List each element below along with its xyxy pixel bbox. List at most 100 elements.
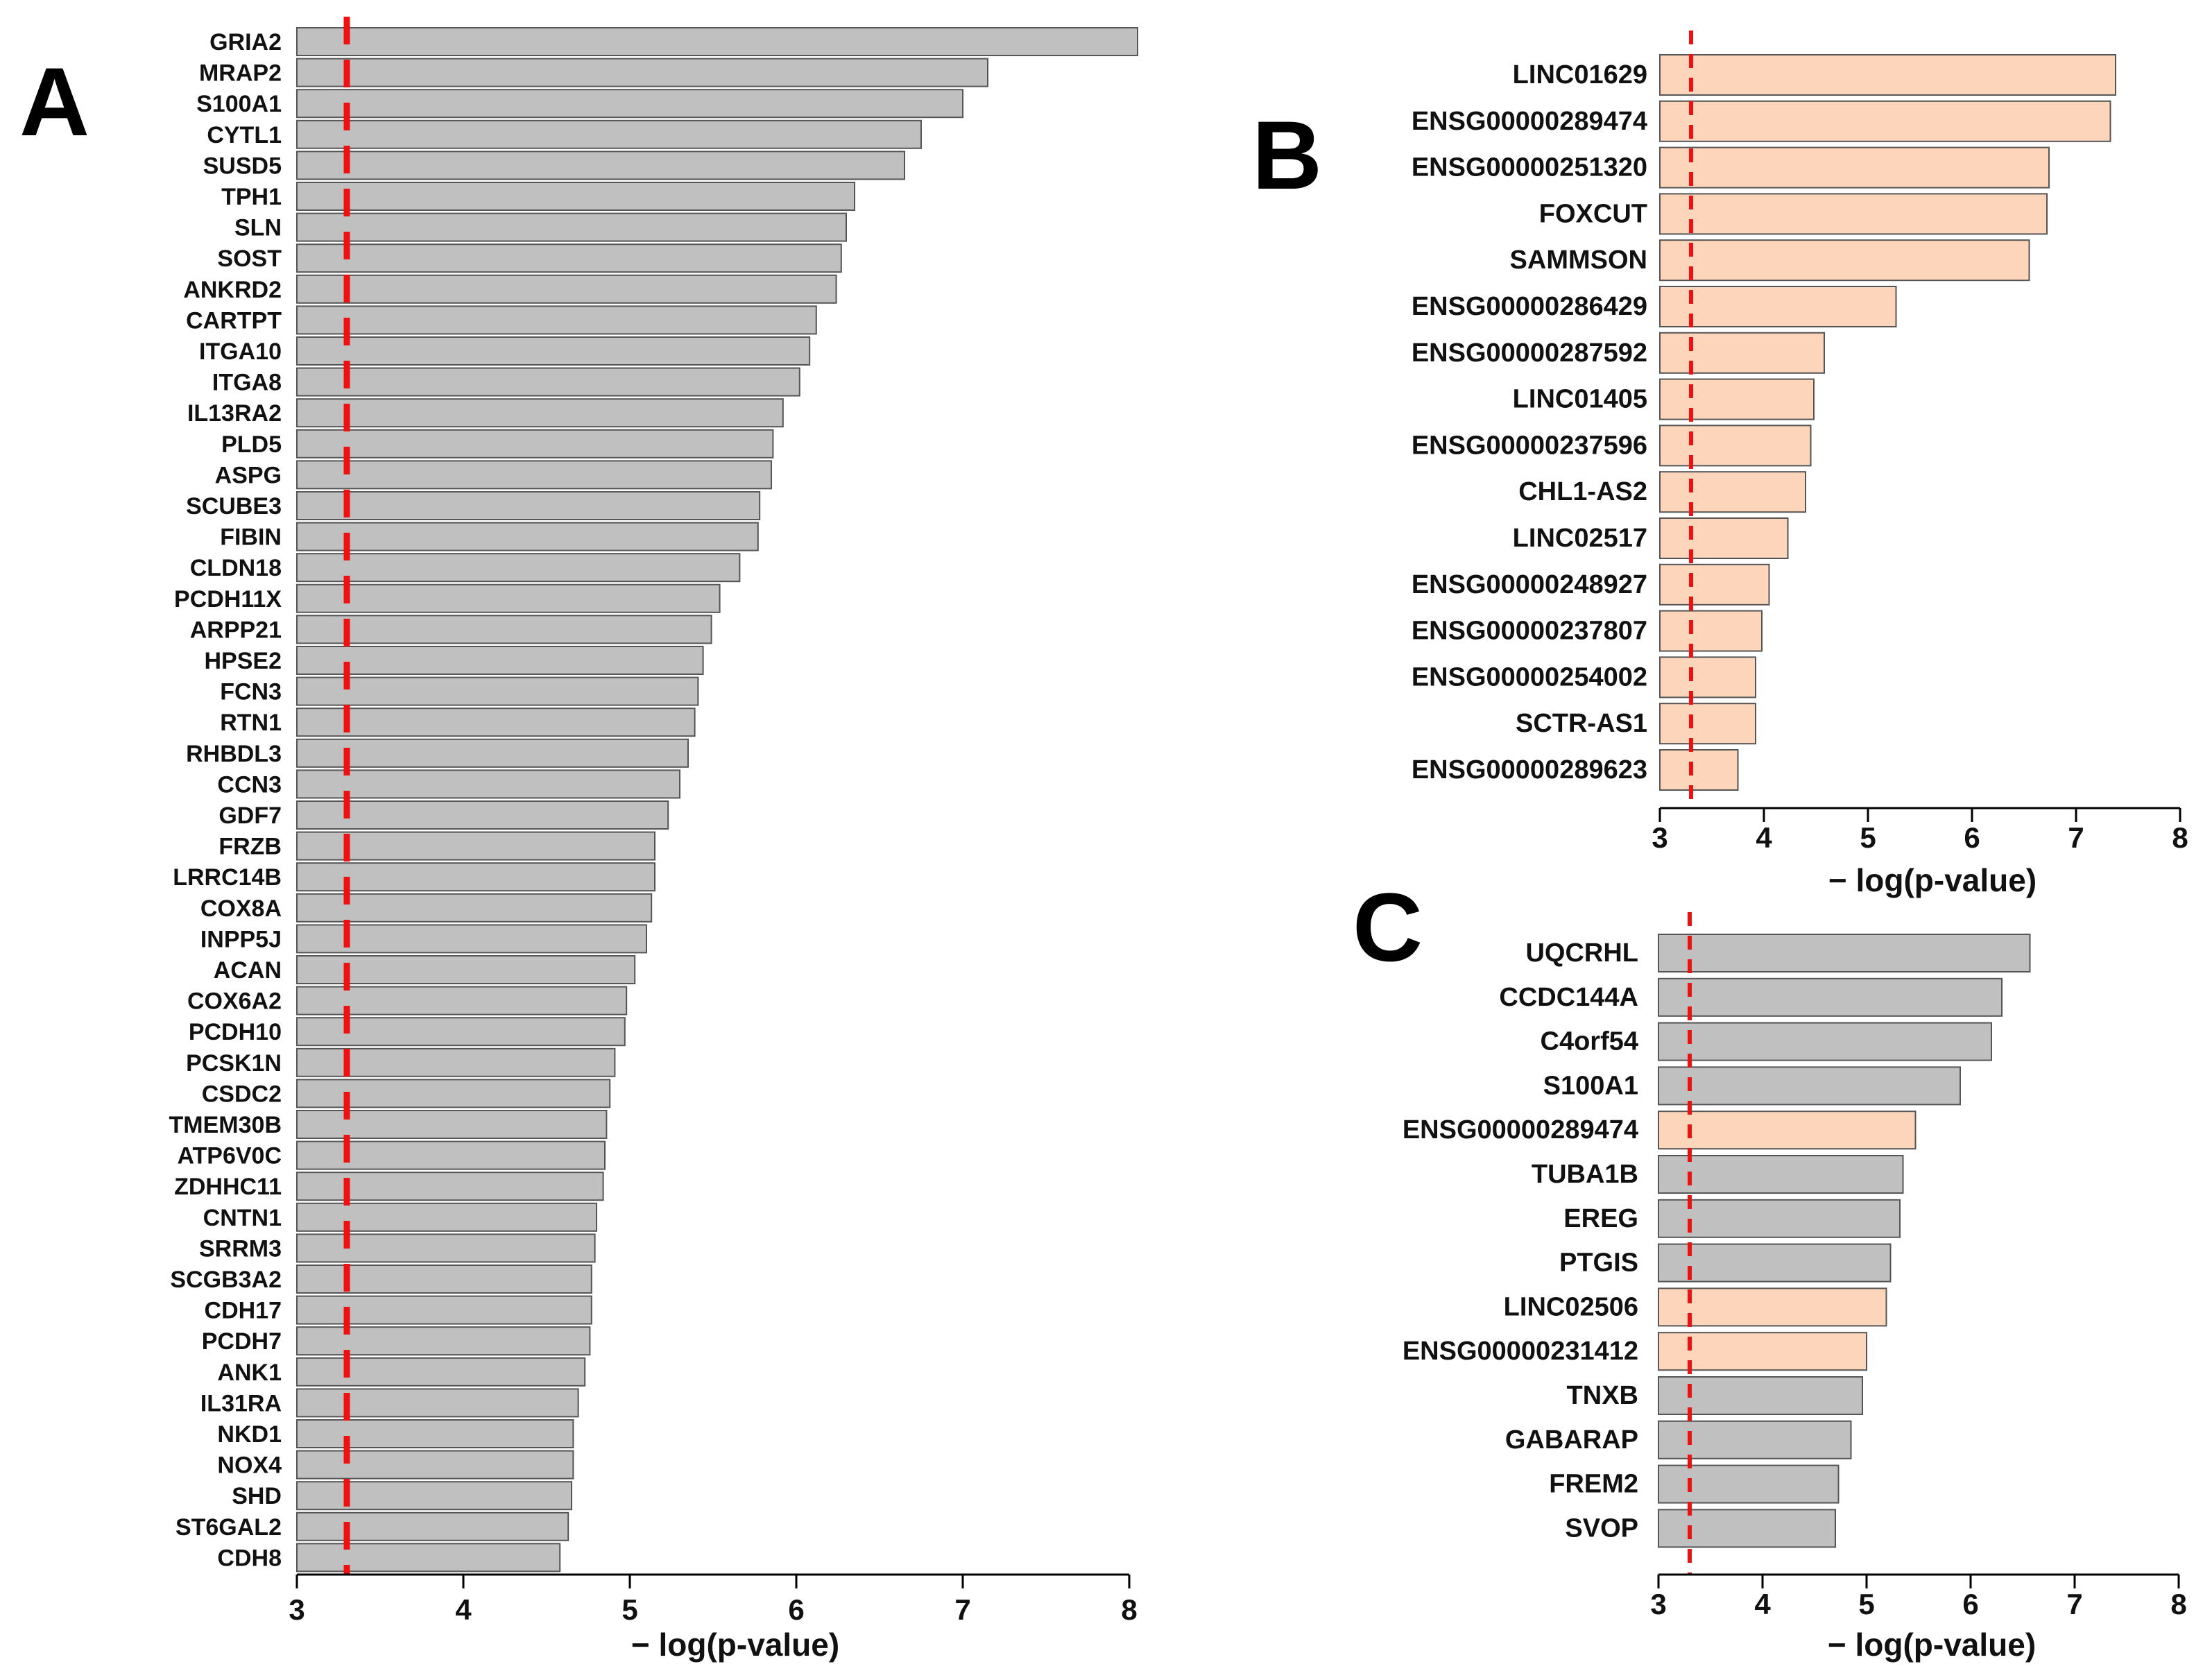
bar-label-ensg00000237807: ENSG00000237807 xyxy=(1412,617,1647,646)
bar-ensg00000287592 xyxy=(1659,332,1825,374)
bar-aspg xyxy=(296,460,772,490)
x-tick-label-a-7: 7 xyxy=(954,1593,970,1626)
bar-cdh17 xyxy=(296,1295,592,1325)
bar-susd5 xyxy=(296,151,905,180)
bar-label-svop: SVOP xyxy=(1565,1514,1638,1543)
bar-frzb xyxy=(296,831,655,861)
bar-label-foxcut: FOXCUT xyxy=(1539,199,1647,228)
bar-label-ccn3: CCN3 xyxy=(217,771,282,798)
x-tick-label-a-6: 6 xyxy=(788,1593,804,1626)
bar-ensg00000237807 xyxy=(1659,610,1763,652)
bar-label-il31ra: IL31RA xyxy=(200,1390,282,1416)
bar-gdf7 xyxy=(296,800,669,830)
bar-label-nox4: NOX4 xyxy=(217,1452,282,1479)
x-tick-label-a-4: 4 xyxy=(455,1593,472,1626)
bar-label-ank1: ANK1 xyxy=(217,1360,282,1386)
bar-label-cartpt: CARTPT xyxy=(186,307,282,334)
bar-label-ptgis: PTGIS xyxy=(1559,1249,1638,1278)
bar-label-cytl1: CYTL1 xyxy=(207,122,282,148)
bar-label-sctr-as1: SCTR-AS1 xyxy=(1516,709,1647,738)
bar-label-itga10: ITGA10 xyxy=(199,338,282,365)
bar-ensg00000289623 xyxy=(1659,749,1739,791)
bar-cox6a2 xyxy=(296,986,628,1015)
bar-pld5 xyxy=(296,429,774,458)
bar-label-rtn1: RTN1 xyxy=(220,710,282,736)
x-tick-label-b-5: 5 xyxy=(1860,821,1876,854)
bar-scube3 xyxy=(296,491,761,520)
bar-ereg xyxy=(1658,1199,1901,1238)
bar-ensg00000286429 xyxy=(1659,286,1897,327)
bar-label-ccdc144a: CCDC144A xyxy=(1499,983,1638,1012)
bar-label-linc02517: LINC02517 xyxy=(1513,524,1647,553)
panel-a-gene-labels: GRIA2 MRAP2 S100A1 CYTL1 SUSD5 TPH1 SLN SOST ANK… xyxy=(169,29,282,1571)
panel-c-bars xyxy=(1658,934,2031,1548)
bar-pcdh10 xyxy=(296,1017,626,1047)
bar-tnxb xyxy=(1658,1376,1863,1415)
bar-c4orf54 xyxy=(1658,1022,1992,1061)
bar-ensg00000289474 xyxy=(1659,100,2111,142)
bar-mrap2 xyxy=(296,58,988,87)
bar-ensg00000251320 xyxy=(1659,146,2050,189)
bar-label-tph1: TPH1 xyxy=(221,184,282,210)
bar-ensg00000289474 xyxy=(1658,1111,1917,1150)
bar-ccn3 xyxy=(296,769,680,799)
bar-rtn1 xyxy=(296,708,696,737)
bar-foxcut xyxy=(1659,193,2048,235)
bar-label-pcsk1n: PCSK1N xyxy=(186,1050,282,1077)
bar-label-sost: SOST xyxy=(217,246,282,272)
bar-hpse2 xyxy=(296,646,704,675)
panel-c-x-axis-label: − log(p-value) xyxy=(1828,1627,2036,1663)
bar-label-frzb: FRZB xyxy=(218,834,282,860)
panel-b-letter: B xyxy=(1252,101,1322,209)
bar-label-ensg00000237596: ENSG00000237596 xyxy=(1412,431,1647,460)
bar-label-cldn18: CLDN18 xyxy=(190,555,282,581)
bar-itga10 xyxy=(296,336,811,366)
bar-label-cox6a2: COX6A2 xyxy=(187,988,282,1015)
x-tick-label-c-4: 4 xyxy=(1754,1588,1771,1620)
x-tick-label-b-6: 6 xyxy=(1964,821,1980,854)
bar-label-aspg: ASPG xyxy=(215,462,282,488)
bar-label-csdc2: CSDC2 xyxy=(202,1081,282,1107)
bar-label-pcdh7: PCDH7 xyxy=(202,1328,282,1355)
bar-ptgis xyxy=(1658,1243,1892,1283)
bar-label-tnxb: TNXB xyxy=(1567,1381,1638,1410)
bar-label-cdh8: CDH8 xyxy=(217,1545,282,1571)
bar-label-cntn1: CNTN1 xyxy=(203,1205,282,1231)
bar-acan xyxy=(296,955,636,984)
bar-ensg00000237596 xyxy=(1659,425,1812,467)
x-tick-label-b-8: 8 xyxy=(2172,821,2188,854)
bar-gria2 xyxy=(296,27,1138,56)
bar-zdhhc11 xyxy=(296,1172,604,1201)
bar-label-frem2: FREM2 xyxy=(1549,1470,1638,1499)
bar-frem2 xyxy=(1658,1464,1840,1504)
bar-label-ensg00000289474: ENSG00000289474 xyxy=(1403,1115,1638,1145)
bar-label-acan: ACAN xyxy=(214,957,282,984)
bar-cytl1 xyxy=(296,119,922,149)
bar-label-il13ra2: IL13RA2 xyxy=(187,400,282,427)
bar-label-st6gal2: ST6GAL2 xyxy=(175,1514,282,1541)
bar-nox4 xyxy=(296,1450,574,1480)
bar-sammson xyxy=(1659,239,2030,282)
bar-sctr-as1 xyxy=(1659,703,1756,745)
bar-rhbdl3 xyxy=(296,738,689,768)
bar-label-shd: SHD xyxy=(232,1483,282,1509)
panel-c-gene-labels: UQCRHL CCDC144A C4orf54 S100A1 ENSG000002894… xyxy=(1403,938,1638,1543)
x-tick-label-a-3: 3 xyxy=(289,1593,305,1626)
bar-il13ra2 xyxy=(296,398,784,428)
bar-uqcrhl xyxy=(1658,934,2031,972)
panel-b-gene-labels: LINC01629 ENSG00000289474 ENSG00000251320 F… xyxy=(1412,60,1647,785)
bar-inpp5j xyxy=(296,924,647,954)
bar-svop xyxy=(1658,1509,1836,1548)
panel-a-letter: A xyxy=(19,47,89,156)
bar-il31ra xyxy=(296,1388,579,1418)
bar-cdh8 xyxy=(296,1543,561,1572)
bar-ensg00000254002 xyxy=(1659,656,1756,698)
bar-label-arpp21: ARPP21 xyxy=(190,617,282,643)
bar-label-ensg00000289474: ENSG00000289474 xyxy=(1412,107,1647,136)
bar-label-zdhhc11: ZDHHC11 xyxy=(174,1174,282,1200)
bar-s100a1 xyxy=(1658,1066,1961,1106)
bar-label-inpp5j: INPP5J xyxy=(200,926,282,952)
panel-c-letter: C xyxy=(1353,873,1423,982)
bar-label-ensg00000248927: ENSG00000248927 xyxy=(1412,570,1647,599)
